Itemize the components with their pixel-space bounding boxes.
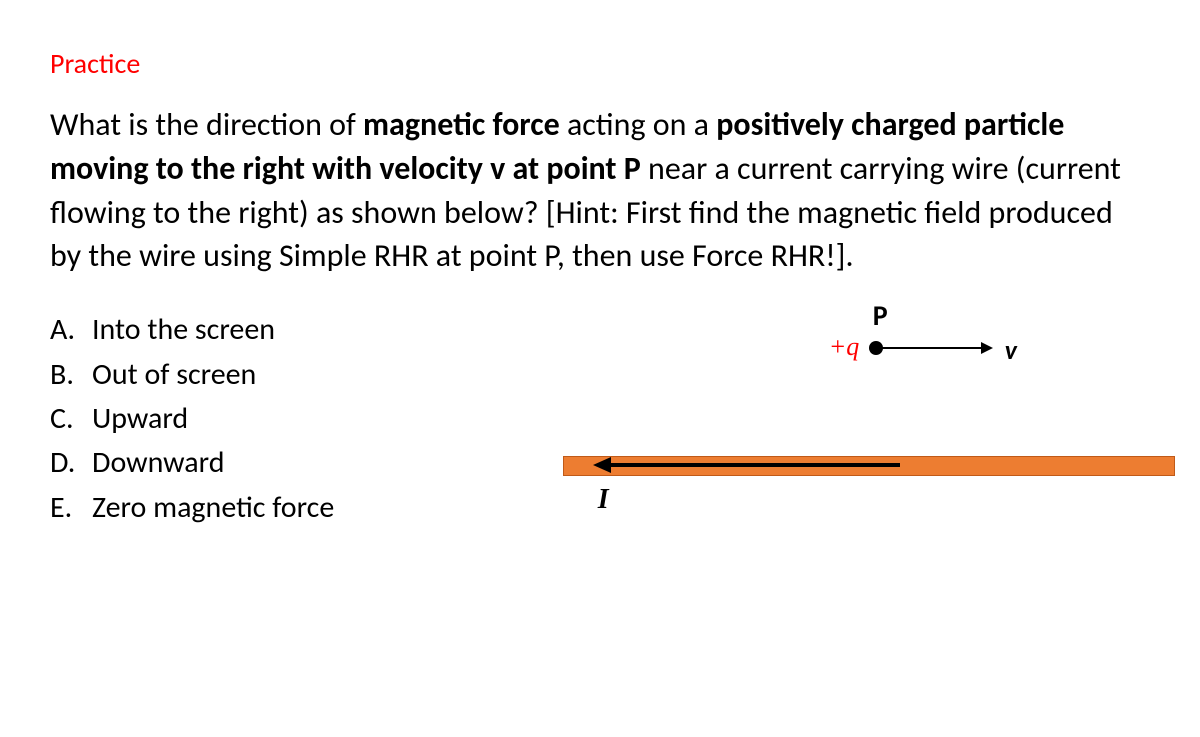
option-letter: B. — [50, 353, 92, 397]
option-letter: A. — [50, 308, 92, 352]
option-c[interactable]: C. Upward — [50, 397, 513, 441]
current-label: I — [598, 484, 609, 516]
section-title: Practice — [50, 46, 1150, 81]
option-text: Upward — [92, 397, 188, 441]
option-b[interactable]: B. Out of screen — [50, 353, 513, 397]
question-text: What is the direction of magnetic force … — [50, 103, 1140, 278]
option-text: Downward — [92, 441, 224, 485]
option-letter: E. — [50, 486, 92, 530]
option-text: Zero magnetic force — [92, 486, 334, 530]
option-text: Into the screen — [92, 308, 275, 352]
answer-options: A. Into the screen B. Out of screen C. U… — [50, 308, 513, 530]
point-p-label: P — [873, 298, 888, 333]
lower-row: A. Into the screen B. Out of screen C. U… — [50, 308, 1150, 558]
option-d[interactable]: D. Downward — [50, 441, 513, 485]
velocity-label: v — [1005, 334, 1017, 366]
option-letter: D. — [50, 441, 92, 485]
physics-diagram: P +q v I — [543, 298, 1150, 558]
option-a[interactable]: A. Into the screen — [50, 308, 513, 352]
current-arrow-line — [610, 463, 900, 467]
q-seg-1: What is the direction of — [50, 105, 363, 144]
current-arrow-head-icon — [593, 457, 611, 473]
page-root: Practice What is the direction of magnet… — [0, 0, 1200, 568]
velocity-arrow-line — [881, 347, 983, 349]
velocity-arrow-head-icon — [981, 342, 993, 354]
q-seg-3: acting on a — [567, 105, 716, 144]
q-seg-2: magnetic force — [363, 105, 567, 144]
option-e[interactable]: E. Zero magnetic force — [50, 486, 513, 530]
option-text: Out of screen — [92, 353, 256, 397]
charge-label: +q — [829, 332, 860, 362]
option-letter: C. — [50, 397, 92, 441]
